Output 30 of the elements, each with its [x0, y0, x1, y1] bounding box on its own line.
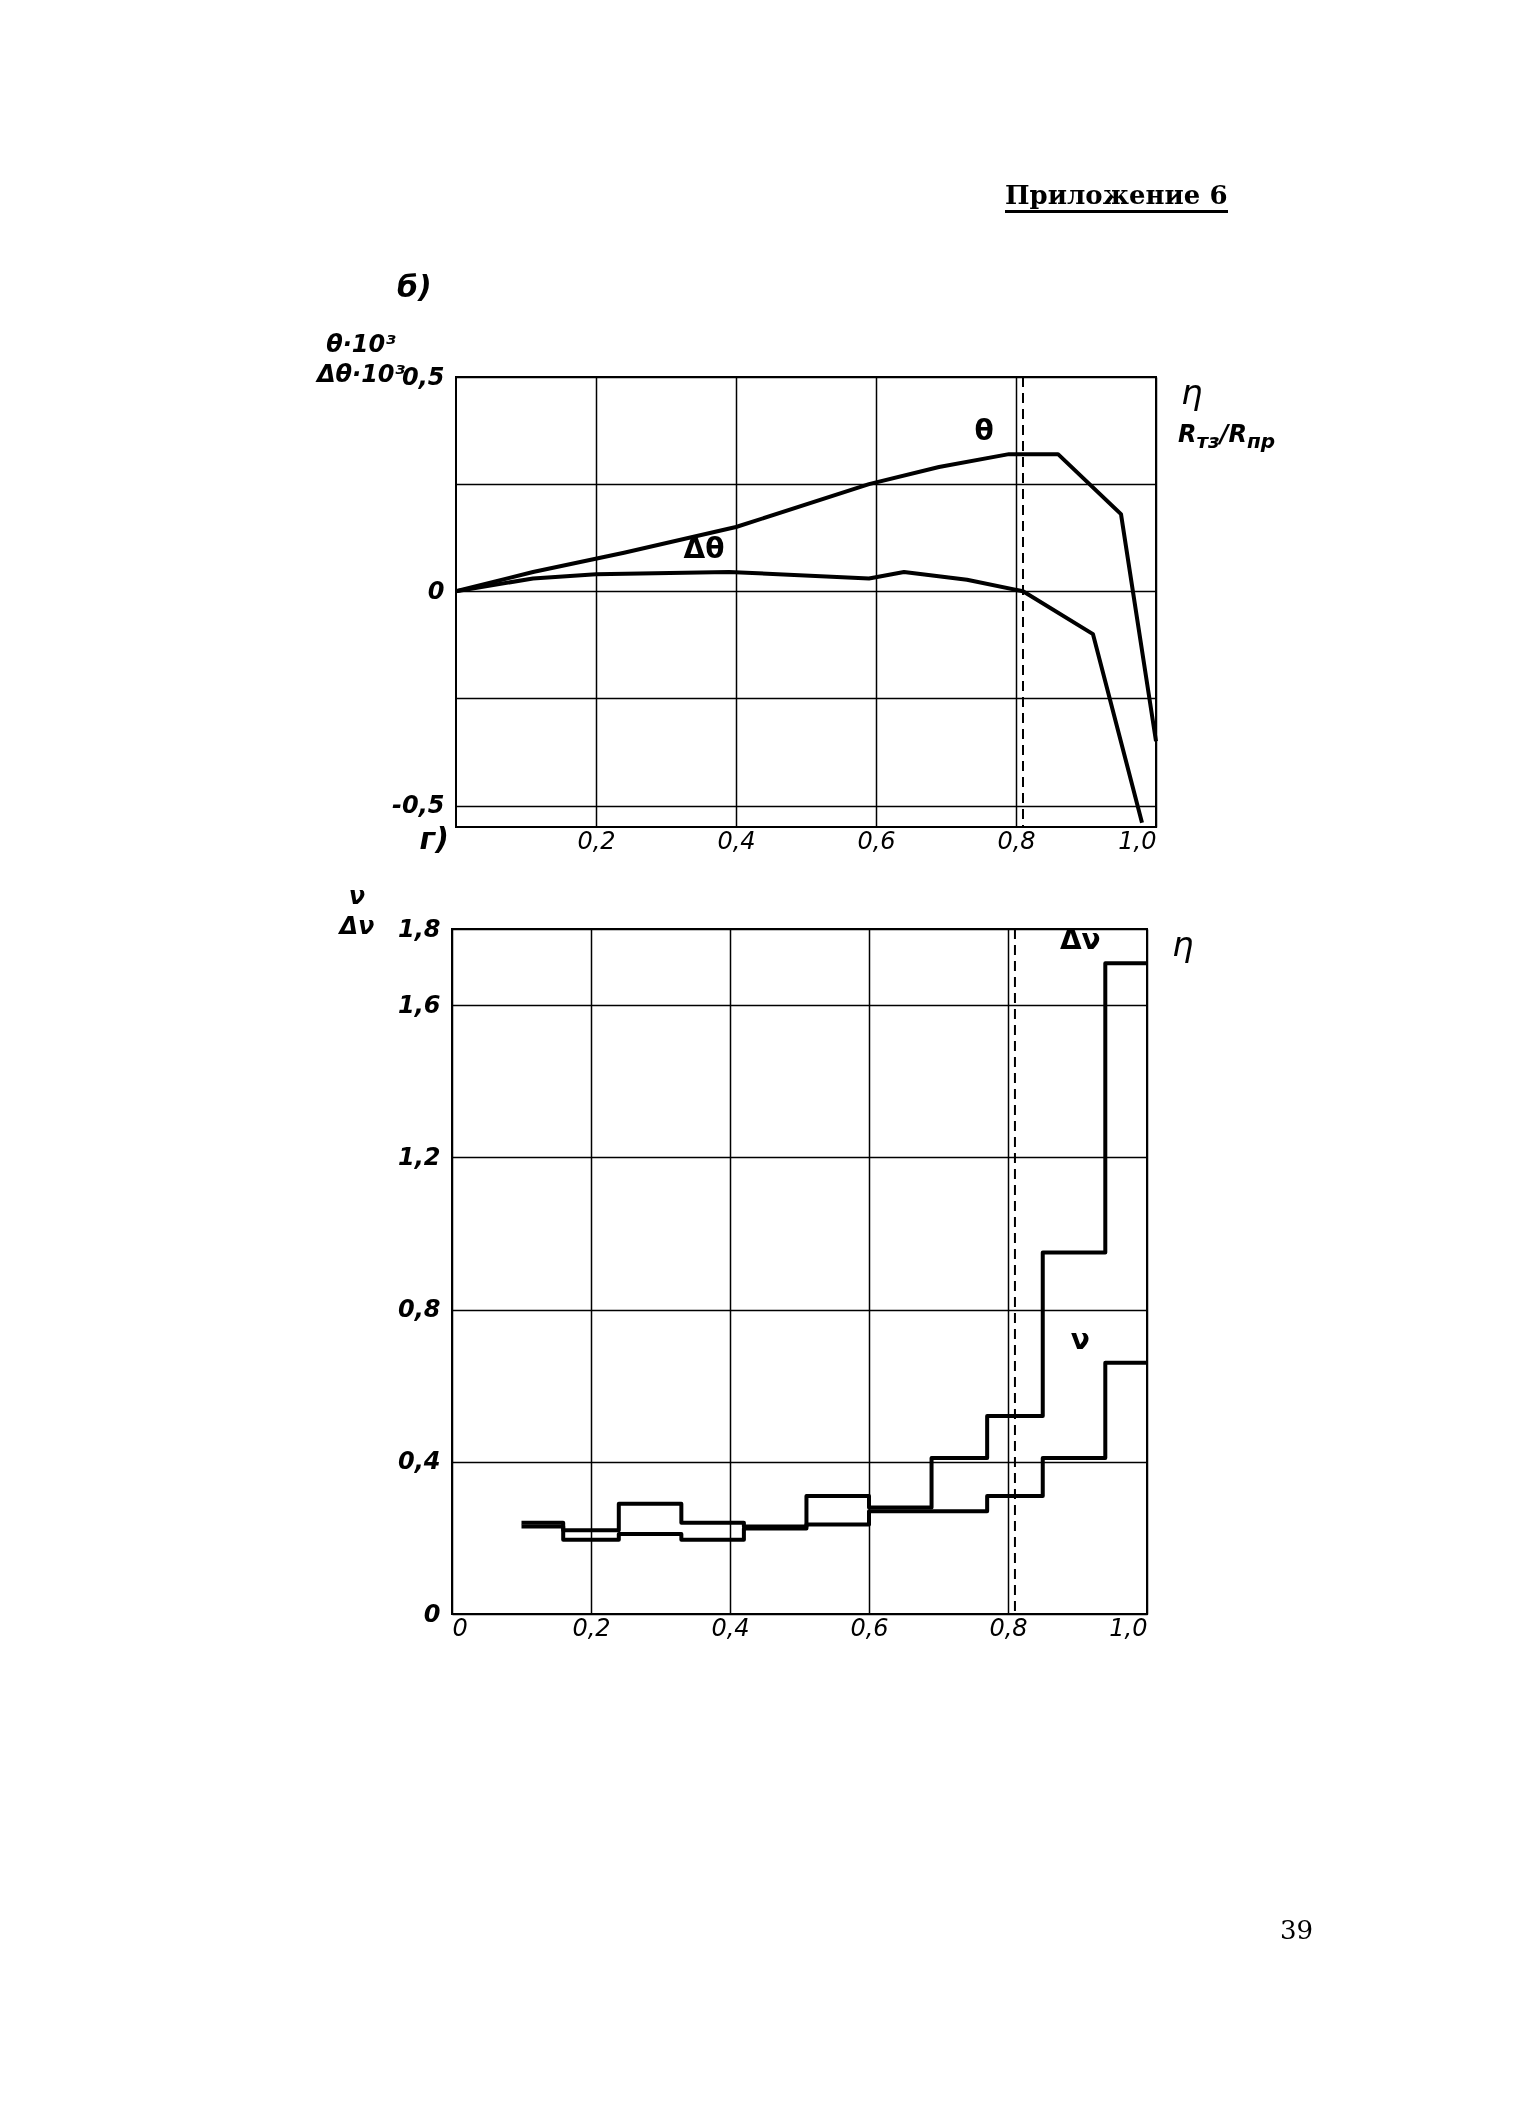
x-tick-label: 0,6 — [857, 826, 896, 855]
series-label: ν — [1070, 1322, 1090, 1356]
x-tick-label: 0,8 — [989, 1613, 1028, 1642]
x-tick-label: 0,2 — [577, 826, 616, 855]
x-tick-label: 0,4 — [717, 826, 756, 855]
x-tick-label: 0,6 — [850, 1613, 889, 1642]
x-tick-label: 1,0 — [1118, 826, 1157, 855]
series-label: Δθ — [683, 532, 725, 565]
text: R$_{тз}$/R$_{пр}$ — [1178, 420, 1276, 453]
y-tick-label: 1,2 — [397, 1142, 441, 1171]
text: 39 — [1280, 1915, 1314, 1945]
y-tick-label: 0,4 — [397, 1447, 441, 1476]
series-label: Δν — [1059, 923, 1101, 957]
y-axis-title: ν Δν — [337, 882, 375, 940]
x-tick-label: 0 — [452, 1613, 468, 1642]
x-axis-title: η — [1181, 372, 1203, 412]
x-axis-title: η — [1172, 924, 1194, 964]
x-tick-label: 1,0 — [1109, 1613, 1148, 1642]
series-label: θ — [974, 414, 994, 448]
x-tick-label: 0,8 — [997, 826, 1036, 855]
text: Приложение 6 — [1005, 180, 1228, 213]
x-tick-label: 0,4 — [711, 1613, 750, 1642]
x-tick-label: 0,2 — [572, 1613, 611, 1642]
y-tick-label: 1,6 — [397, 990, 441, 1019]
y-tick-label: 1,8 — [397, 914, 441, 943]
chart-title: г) — [419, 821, 449, 856]
y-tick-label: 0,8 — [397, 1295, 441, 1324]
chart-title: б) — [396, 269, 432, 304]
y-tick-label: -0,5 — [392, 791, 445, 820]
y-tick-label: 0 — [427, 576, 445, 605]
